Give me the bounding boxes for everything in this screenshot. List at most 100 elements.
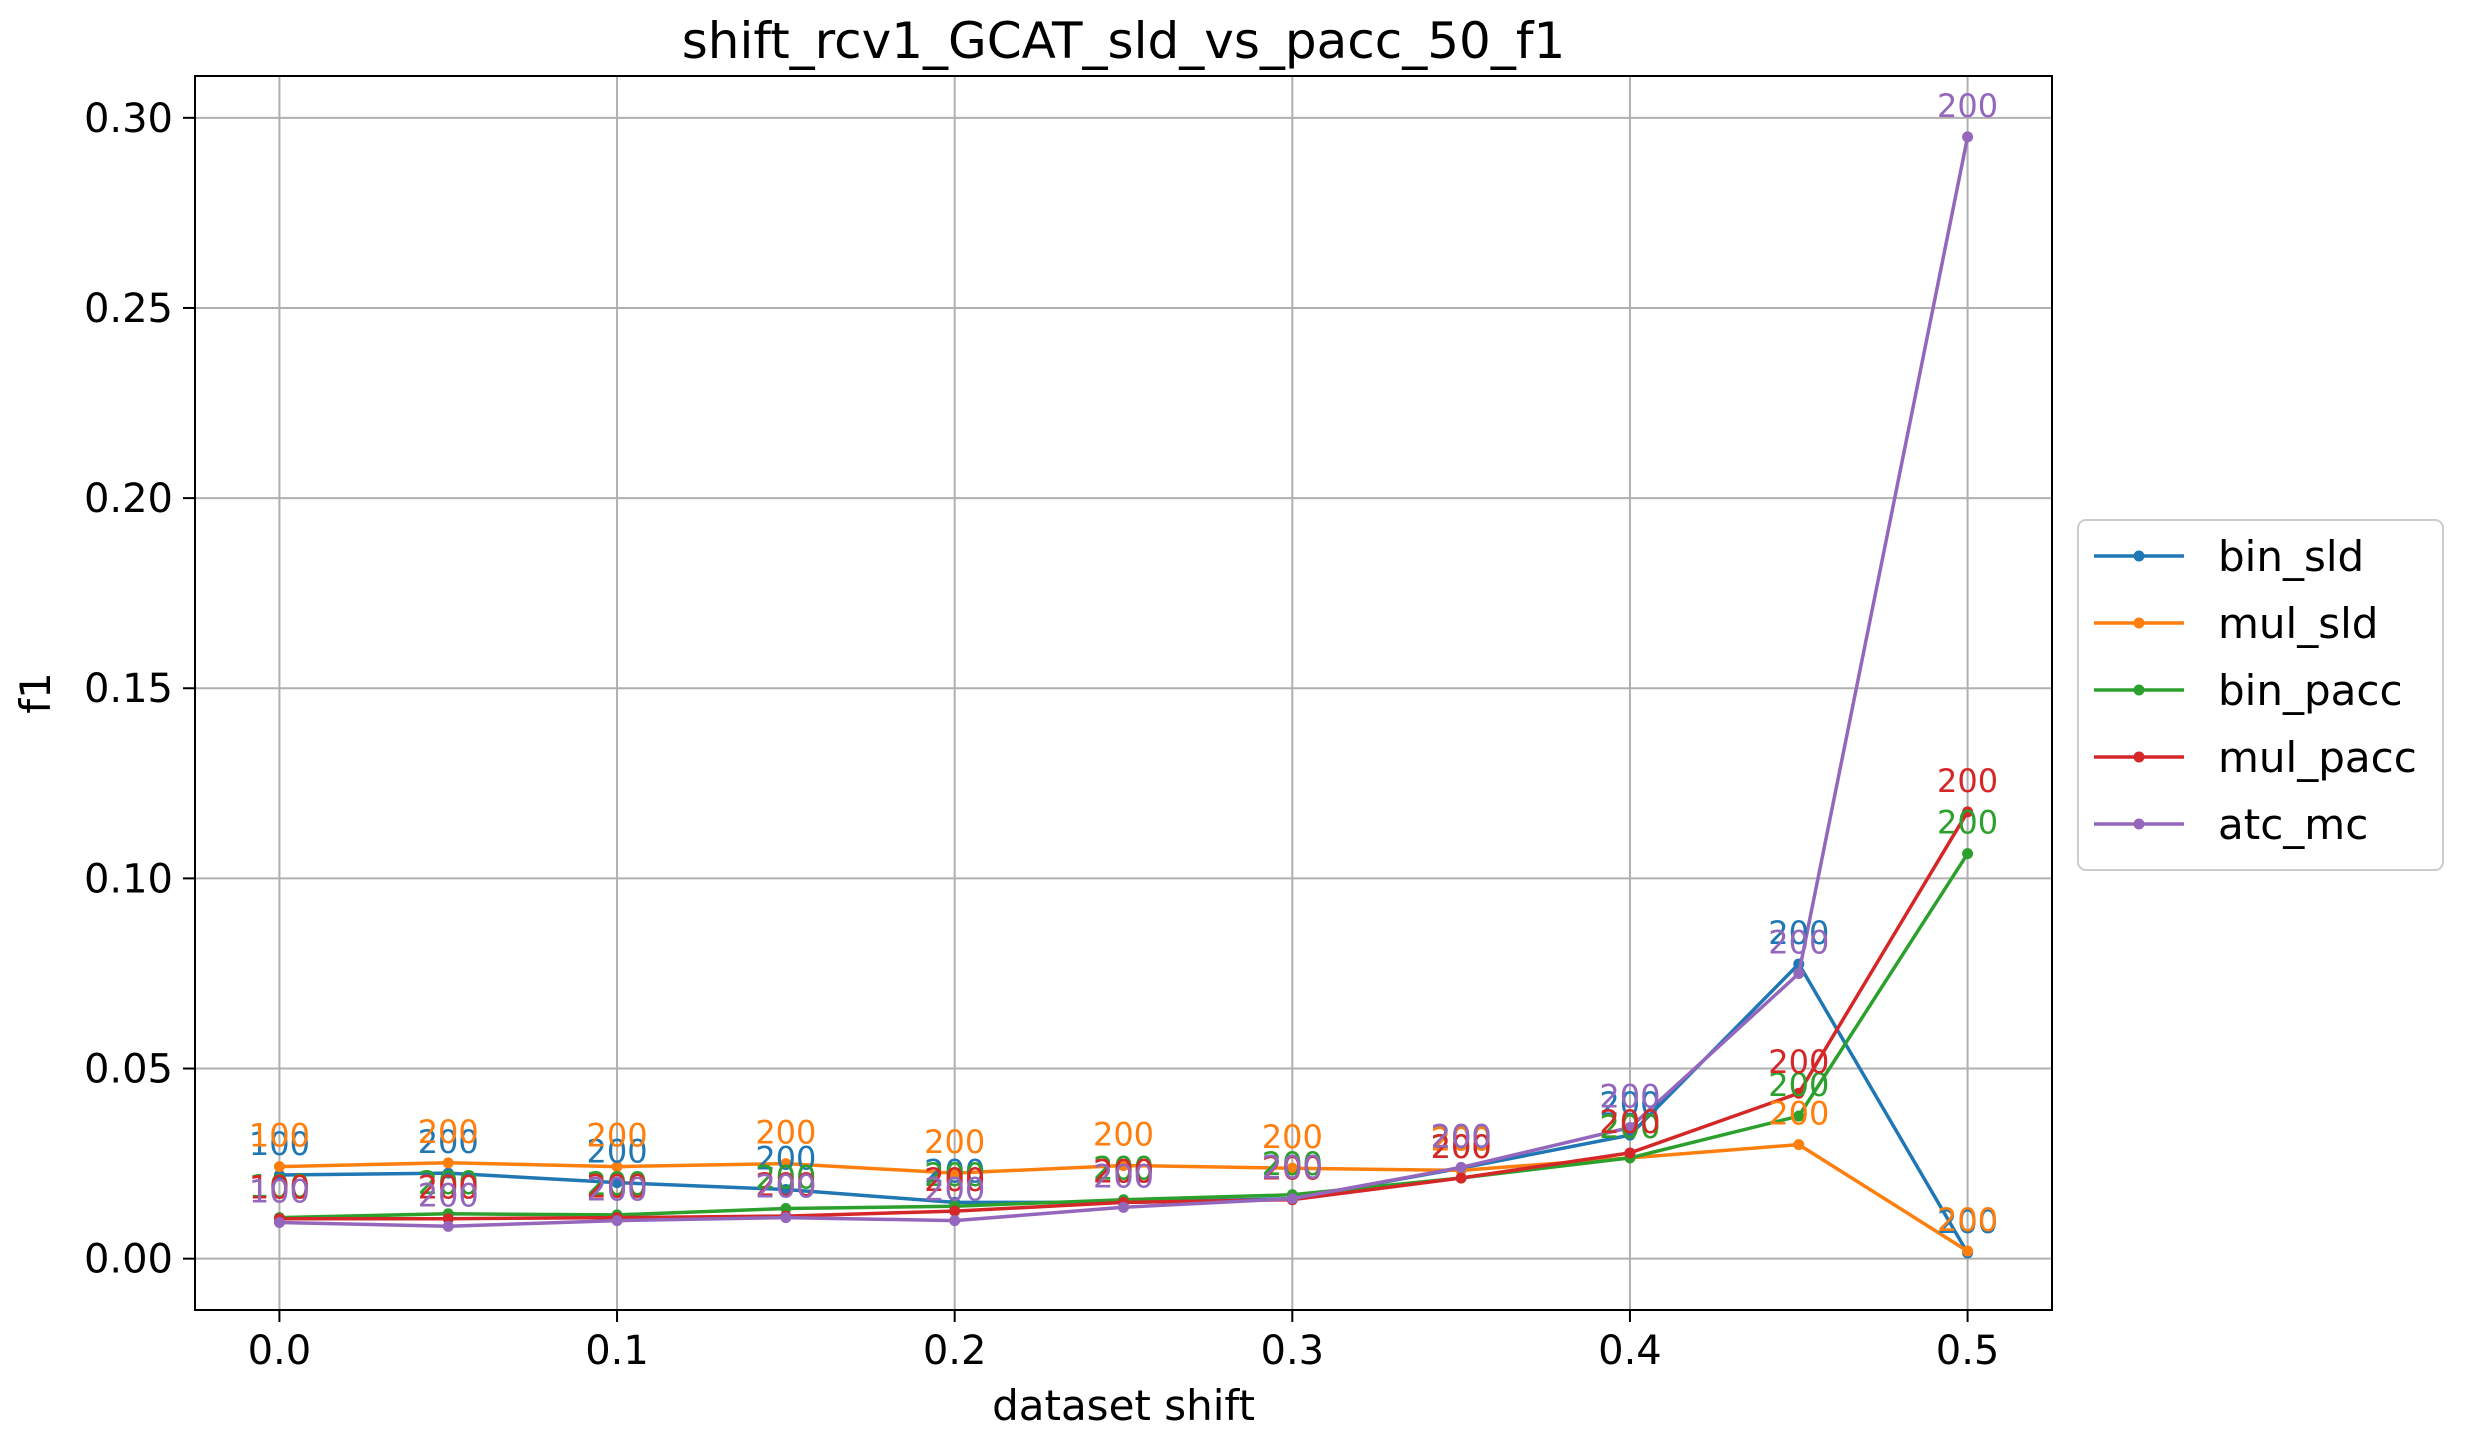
data-label-bin_sld: 200 (1599, 1085, 1660, 1123)
data-label-bin_pacc: 200 (1599, 1108, 1660, 1146)
data-point-atc_mc (273, 1217, 285, 1229)
data-label-mul_sld: 200 (1768, 1095, 1829, 1133)
data-label-bin_pacc: 200 (755, 1158, 816, 1196)
data-label-atc_mc: 200 (755, 1168, 816, 1206)
grid (195, 76, 2052, 1310)
data-label-bin_sld: 200 (1937, 1203, 1998, 1241)
data-label-bin_pacc: 200 (924, 1156, 985, 1194)
x-tick-label: 0.3 (1261, 1328, 1325, 1374)
x-tick-label: 0.5 (1936, 1328, 2000, 1374)
data-label-mul_sld: 200 (587, 1117, 648, 1155)
data-label-mul_pacc: 200 (1599, 1103, 1660, 1141)
legend-label-bin_pacc: bin_pacc (2218, 666, 2403, 715)
data-point-mul_sld (273, 1161, 285, 1173)
data-point-mul_sld (1793, 1139, 1805, 1151)
data-label-mul_sld: 200 (755, 1114, 816, 1152)
data-point-bin_sld (611, 1177, 623, 1189)
data-label-bin_pacc: 100 (249, 1168, 310, 1206)
data-point-atc_mc (1286, 1193, 1298, 1205)
data-label-bin_pacc: 200 (1262, 1145, 1323, 1183)
data-point-mul_sld (442, 1157, 454, 1169)
data-label-atc_mc: 200 (1937, 87, 1998, 125)
data-point-bin_pacc (1793, 1110, 1805, 1122)
data-point-mul_sld (611, 1161, 623, 1173)
data-point-atc_mc (949, 1215, 961, 1227)
data-point-mul_pacc (1793, 1087, 1805, 1099)
data-label-bin_sld: 200 (1262, 1149, 1323, 1187)
data-point-atc_mc (1118, 1201, 1129, 1213)
data-label-mul_pacc: 200 (1262, 1150, 1323, 1188)
y-tick-label: 0.25 (84, 286, 173, 332)
data-label-bin_pacc: 200 (418, 1164, 479, 1202)
y-tick-label: 0.20 (84, 476, 173, 522)
data-point-mul_pacc (1962, 806, 1974, 818)
x-tick-label: 0.0 (248, 1328, 312, 1374)
series-group (273, 131, 1974, 1259)
data-label-atc_mc: 200 (418, 1176, 479, 1214)
data-label-bin_pacc: 200 (1768, 1066, 1829, 1104)
data-point-bin_pacc (1962, 848, 1974, 860)
data-label-mul_pacc: 200 (755, 1166, 816, 1204)
data-label-mul_sld: 200 (1262, 1118, 1323, 1156)
data-label-atc_mc: 200 (1431, 1117, 1492, 1155)
data-label-mul_pacc: 200 (1937, 762, 1998, 800)
data-label-mul_sld: 200 (1093, 1115, 1154, 1153)
data-point-atc_mc (1962, 131, 1974, 143)
data-label-mul_sld: 200 (1431, 1120, 1492, 1158)
legend: bin_sld mul_sld bin_pacc mul_pacc atc_mc (2077, 519, 2444, 871)
data-label-mul_pacc: 100 (249, 1169, 310, 1207)
legend-marker-atc_mc (2133, 818, 2145, 830)
data-label-mul_sld: 200 (1937, 1201, 1998, 1239)
legend-label-mul_pacc: mul_pacc (2218, 733, 2417, 782)
x-tick-label: 0.4 (1598, 1328, 1662, 1374)
data-label-atc_mc: 200 (587, 1171, 648, 1209)
data-label-bin_sld: 200 (1093, 1152, 1154, 1190)
data-label-bin_sld: 100 (249, 1125, 310, 1163)
data-label-mul_sld: 200 (924, 1123, 985, 1161)
y-tick-label: 0.00 (84, 1237, 173, 1283)
data-label-atc_mc: 200 (1262, 1149, 1323, 1187)
data-point-mul_sld (780, 1158, 792, 1170)
x-tick-label: 0.2 (923, 1328, 987, 1374)
y-tick-label: 0.05 (84, 1047, 173, 1093)
y-axis-label: f1 (11, 672, 60, 714)
data-label-bin_pacc: 200 (1431, 1128, 1492, 1166)
data-point-mul_sld (1118, 1159, 1129, 1171)
data-point-atc_mc (1455, 1161, 1467, 1173)
data-label-atc_mc: 200 (1768, 923, 1829, 961)
chart-title: shift_rcv1_GCAT_sld_vs_pacc_50_f1 (682, 12, 1566, 70)
y-tick-label: 0.10 (84, 856, 173, 902)
data-point-mul_sld (949, 1167, 961, 1179)
data-point-atc_mc (780, 1212, 792, 1224)
data-label-bin_sld: 200 (1431, 1118, 1492, 1156)
data-point-atc_mc (442, 1220, 454, 1232)
data-point-bin_sld (1624, 1129, 1636, 1141)
data-point-mul_pacc (442, 1213, 454, 1225)
data-label-bin_pacc: 200 (587, 1165, 648, 1203)
legend-label-mul_sld: mul_sld (2218, 599, 2378, 648)
data-label-mul_pacc: 200 (418, 1169, 479, 1207)
data-label-atc_mc: 200 (1093, 1157, 1154, 1195)
y-tick-label: 0.15 (84, 666, 173, 712)
y-tick-label: 0.30 (84, 96, 173, 142)
data-point-atc_mc (1624, 1121, 1636, 1133)
data-label-bin_sld: 200 (755, 1139, 816, 1177)
data-point-atc_mc (611, 1215, 623, 1227)
legend-marker-mul_pacc (2133, 751, 2145, 763)
legend-marker-mul_sld (2133, 617, 2145, 629)
data-label-mul_sld: 200 (1599, 1108, 1660, 1146)
legend-box (2077, 519, 2444, 871)
legend-marker-bin_pacc (2133, 684, 2145, 696)
x-axis-label: dataset shift (992, 1381, 1255, 1430)
data-point-mul_sld (1286, 1162, 1298, 1174)
legend-marker-bin_sld (2133, 550, 2145, 562)
data-label-mul_pacc: 200 (1431, 1128, 1492, 1166)
ticks-group: 0.0 0.1 0.2 0.3 0.4 0.5 0.00 0.05 0.10 0.15 0.20 0.… (84, 96, 1999, 1374)
data-label-atc_mc: 100 (249, 1173, 310, 1211)
data-label-mul_pacc: 200 (1093, 1152, 1154, 1190)
plot-frame (194, 75, 2053, 1311)
data-point-bin_sld (273, 1169, 285, 1181)
data-point-atc_mc (1793, 967, 1805, 979)
